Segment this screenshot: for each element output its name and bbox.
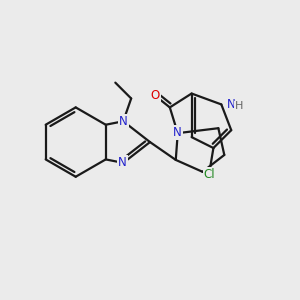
Text: N: N bbox=[173, 126, 182, 139]
Text: H: H bbox=[235, 101, 243, 111]
Text: O: O bbox=[150, 89, 160, 102]
Text: N: N bbox=[119, 115, 128, 128]
Text: Cl: Cl bbox=[204, 168, 215, 181]
Text: N: N bbox=[227, 98, 236, 111]
Text: N: N bbox=[118, 156, 127, 170]
